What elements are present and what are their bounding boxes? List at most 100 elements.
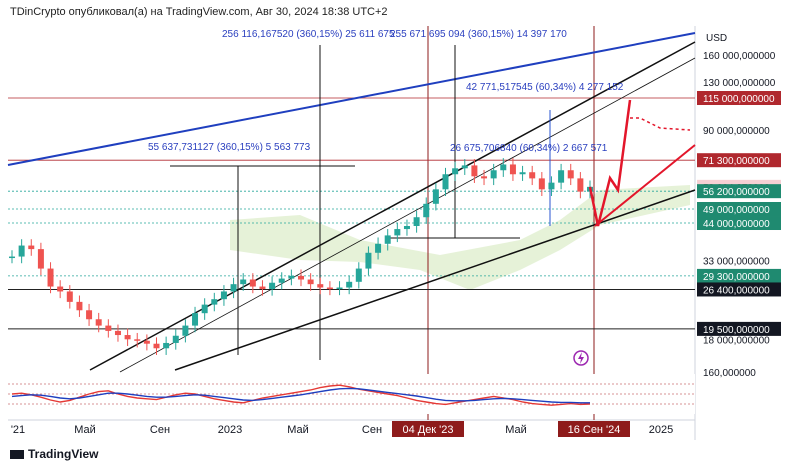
time-axis-label: 2023: [218, 424, 242, 436]
price-axis-label: 26 400,000000: [703, 285, 770, 296]
candle-body: [18, 245, 25, 257]
time-axis-label: 2025: [649, 424, 673, 436]
candle-body: [172, 335, 179, 343]
oscillator-line: [11, 384, 591, 406]
time-axis-label: 16 Сен '24: [568, 424, 621, 436]
candle-body: [259, 286, 266, 289]
tradingview-logo-text: TradingView: [28, 447, 99, 461]
price-axis-label: 90 000,000000: [703, 126, 770, 137]
candle-body: [317, 284, 324, 288]
price-axis-tag: [697, 91, 781, 106]
candle-body: [326, 287, 333, 290]
time-axis-tag: [558, 421, 630, 437]
candle-body: [114, 330, 121, 336]
candle-body: [278, 278, 285, 283]
annotation-label: 255 671 695 094 (360,15%) 14 397 170: [390, 29, 567, 40]
time-axis-label: Май: [505, 424, 527, 436]
candle-body: [365, 252, 372, 269]
candle-body: [47, 268, 54, 287]
price-axis-label: 71 300,000000: [703, 156, 770, 167]
candle-body: [567, 170, 574, 179]
time-axis-label: Сен: [362, 424, 382, 436]
candle-body: [336, 287, 343, 290]
price-axis-label: 44 000,000000: [703, 219, 770, 230]
candle-body: [394, 229, 401, 236]
candle-body: [269, 282, 276, 289]
candle-body: [124, 335, 131, 340]
annotation-label: 26 675,706840 (60,34%) 2 667 571: [450, 143, 608, 154]
candle-body: [519, 172, 526, 175]
price-axis-label: 19 500,000000: [703, 325, 770, 336]
publish-header: TDinCrypto опубликовал(а) на TradingView…: [10, 6, 388, 18]
projection-arrow: [588, 99, 632, 227]
oscillator-panel: [8, 374, 695, 414]
candle-body: [95, 319, 102, 326]
time-axis-label: '21: [11, 424, 25, 436]
price-axis-label: 29 300,000000: [703, 272, 770, 283]
price-axis-label: 56 200,000000: [703, 187, 770, 198]
channel-mid: [119, 57, 696, 373]
candle-body: [298, 275, 304, 280]
candle-body: [288, 275, 295, 279]
candle-body: [403, 225, 410, 230]
candle-body: [461, 165, 468, 169]
oscillator-line: [11, 387, 590, 404]
price-axis-label: 160 000,000000: [703, 51, 776, 62]
candle-body: [37, 249, 44, 269]
candle-body: [163, 342, 170, 349]
candle-body: [86, 310, 93, 320]
time-axis-tag: [392, 421, 464, 437]
price-axis-label: 33 000,000000: [703, 256, 770, 267]
candle-body: [442, 174, 449, 190]
tradingview-logo: TradingView: [10, 447, 98, 461]
time-axis-label: Май: [287, 424, 309, 436]
tradingview-mark-icon: [10, 449, 24, 459]
candle-body: [471, 165, 478, 177]
candle-body: [577, 178, 584, 192]
price-axis-label: 130 000,000000: [703, 78, 776, 89]
candle-body: [192, 313, 199, 326]
candle-body: [490, 170, 497, 179]
candle-body: [240, 279, 247, 285]
price-axis-tag: [697, 268, 781, 283]
candle-body: [28, 245, 35, 250]
candle-body: [134, 339, 141, 341]
annotation-label: 256 116,167520 (360,15%) 25 611 675: [222, 29, 395, 40]
candle-body: [413, 217, 420, 226]
candle-body: [307, 279, 314, 285]
candle-body: [452, 168, 459, 175]
candle-body: [558, 170, 565, 183]
candle-body: [230, 284, 237, 292]
candle-body: [220, 291, 227, 300]
price-axis-tag: [697, 184, 781, 199]
annotation-label: 42 771,517545 (60,34%) 4 277 152: [466, 82, 624, 93]
candle-body: [509, 164, 516, 175]
lightning-bolt-icon: [578, 352, 584, 364]
plot-area: [8, 26, 695, 372]
candle-body: [375, 243, 382, 253]
price-axis-label: 49 000,000000: [703, 205, 770, 216]
candle-body: [384, 235, 391, 244]
channel-top: [89, 41, 696, 371]
upper-trendline: [7, 32, 696, 166]
candle-body: [211, 299, 218, 305]
candle-body: [500, 164, 507, 171]
candle-body: [249, 279, 256, 287]
candle-body: [57, 286, 64, 292]
candle-body: [105, 325, 112, 331]
candle-body: [153, 343, 160, 349]
candle-body: [481, 176, 488, 179]
candle-body: [548, 182, 555, 190]
candle-body: [355, 268, 362, 282]
candle-body: [423, 203, 430, 218]
price-axis-tag: [697, 282, 781, 297]
price-axis-tag: [697, 202, 781, 217]
candle-body: [432, 189, 439, 204]
currency-label: USD: [706, 33, 727, 44]
annotation-label: 55 637,731127 (360,15%) 5 563 773: [148, 142, 311, 153]
time-axis-label: Май: [74, 424, 96, 436]
candle-body: [182, 325, 189, 336]
price-axis-tag: [697, 153, 781, 168]
